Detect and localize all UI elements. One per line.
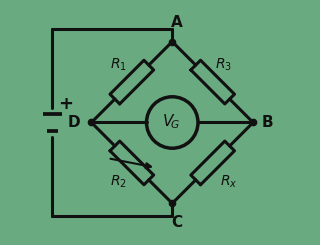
Text: $\mathit{R}_3$: $\mathit{R}_3$ — [215, 57, 232, 73]
Text: A: A — [171, 14, 183, 30]
Text: C: C — [172, 215, 183, 231]
Text: B: B — [262, 115, 274, 130]
Text: $\mathit{V}_{\!\mathit{G}}$: $\mathit{V}_{\!\mathit{G}}$ — [162, 113, 180, 131]
Text: $\mathit{R}_x$: $\mathit{R}_x$ — [220, 173, 237, 189]
Text: D: D — [68, 115, 81, 130]
Text: $\mathit{R}_1$: $\mathit{R}_1$ — [110, 57, 127, 73]
Text: $\mathit{R}_2$: $\mathit{R}_2$ — [110, 173, 127, 189]
Text: +: + — [58, 95, 73, 113]
